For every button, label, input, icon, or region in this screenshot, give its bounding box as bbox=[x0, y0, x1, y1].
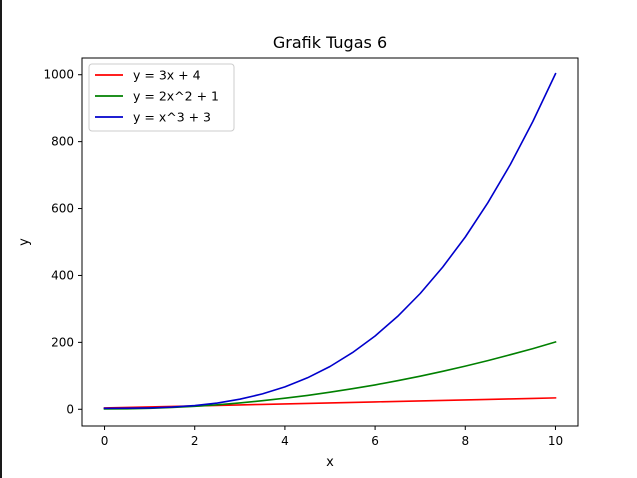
legend-box bbox=[88, 63, 235, 132]
x-axis-label: x bbox=[326, 455, 334, 470]
x-tick-label: 4 bbox=[281, 434, 289, 448]
y-tick-label: 600 bbox=[51, 202, 74, 216]
y-tick-label: 0 bbox=[66, 402, 74, 416]
series-layer bbox=[103, 72, 557, 410]
chart-title: Grafik Tugas 6 bbox=[273, 33, 387, 52]
y-tick-label: 800 bbox=[51, 135, 74, 149]
x-tick-label: 10 bbox=[548, 434, 563, 448]
window-edge bbox=[0, 0, 2, 478]
legend: y = 3x + 4 y = 2x^2 + 1 y = x^3 + 3 bbox=[88, 63, 235, 132]
y-axis-ticks: 0 200 400 600 800 1000 bbox=[43, 68, 82, 416]
x-tick-label: 2 bbox=[191, 434, 199, 448]
series-line-3 bbox=[103, 72, 557, 410]
x-tick-label: 0 bbox=[101, 434, 109, 448]
x-axis-ticks: 0 2 4 6 8 10 bbox=[101, 426, 563, 448]
x-tick-label: 8 bbox=[461, 434, 469, 448]
y-tick-label: 200 bbox=[51, 335, 74, 349]
y-axis-label: y bbox=[17, 238, 32, 246]
legend-label-3: y = x^3 + 3 bbox=[133, 110, 211, 125]
legend-label-1: y = 3x + 4 bbox=[133, 68, 201, 83]
x-tick-label: 6 bbox=[371, 434, 379, 448]
y-tick-label: 400 bbox=[51, 268, 74, 282]
legend-label-2: y = 2x^2 + 1 bbox=[133, 89, 219, 104]
y-tick-label: 1000 bbox=[43, 68, 74, 82]
plot-frame bbox=[81, 57, 579, 427]
